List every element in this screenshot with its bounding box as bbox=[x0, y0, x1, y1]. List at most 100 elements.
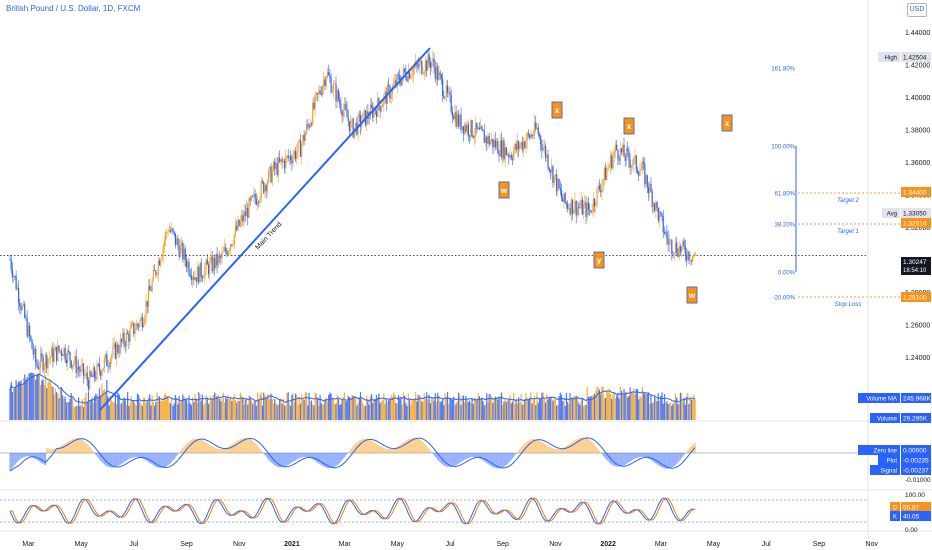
macd-histogram-bar bbox=[182, 447, 184, 453]
volume-bar bbox=[494, 396, 496, 420]
macd-histogram-bar bbox=[315, 453, 317, 462]
macd-histogram-bar bbox=[157, 453, 159, 468]
badge-value: 40.05 bbox=[903, 514, 920, 521]
volume-bar bbox=[552, 400, 554, 420]
candle-body bbox=[297, 142, 299, 153]
macd-histogram-bar bbox=[415, 437, 417, 453]
volume-bar bbox=[277, 404, 280, 420]
candle-body bbox=[330, 78, 332, 93]
macd-histogram-bar bbox=[67, 441, 69, 453]
candle-body bbox=[38, 367, 41, 370]
macd-histogram-bar bbox=[215, 448, 217, 453]
macd-histogram-bar bbox=[676, 453, 678, 464]
candle-body bbox=[603, 167, 606, 180]
macd-histogram-bar bbox=[223, 448, 226, 453]
macd-histogram-bar bbox=[120, 453, 123, 464]
macd-histogram-bar bbox=[152, 453, 154, 466]
volume-bar bbox=[35, 379, 37, 420]
candle-body bbox=[253, 193, 255, 197]
candle-body bbox=[654, 203, 656, 211]
candle-body bbox=[509, 155, 511, 158]
candle-body bbox=[390, 94, 392, 99]
volume-bar bbox=[544, 402, 547, 420]
fibonacci-levels: 161.80%100.00%61.80%Target 238.20%Target… bbox=[0, 67, 900, 308]
candle-body bbox=[434, 67, 436, 80]
macd-histogram-bar bbox=[269, 453, 271, 462]
macd-signal-line bbox=[9, 437, 696, 472]
candle-body bbox=[25, 317, 27, 319]
candle-body bbox=[560, 190, 563, 198]
volume-bar bbox=[630, 391, 632, 420]
volume-bar bbox=[607, 392, 609, 420]
candle-body bbox=[437, 66, 439, 81]
badge-label-bg bbox=[890, 502, 900, 512]
volume-bar bbox=[537, 402, 539, 420]
macd-histogram-bar bbox=[454, 453, 456, 466]
macd-histogram-bar bbox=[363, 438, 365, 453]
volume-bar bbox=[667, 403, 669, 420]
macd-histogram-bar bbox=[548, 446, 550, 453]
volume-bar bbox=[46, 388, 48, 420]
macd-histogram-bar bbox=[608, 453, 610, 463]
candle-body bbox=[118, 351, 120, 353]
candle-body bbox=[62, 354, 64, 356]
volume-bar bbox=[62, 395, 64, 420]
volume-bar bbox=[666, 401, 668, 420]
volume-bar bbox=[177, 404, 179, 420]
macd-histogram-bar bbox=[276, 453, 278, 467]
volume-bar bbox=[165, 393, 167, 420]
candle-body bbox=[668, 241, 670, 245]
volume-bar bbox=[288, 403, 291, 420]
macd-histogram-bar bbox=[470, 453, 472, 458]
candle-body bbox=[568, 208, 570, 209]
badge-label-bg bbox=[870, 465, 900, 475]
candle-body bbox=[673, 253, 675, 255]
volume-bar bbox=[575, 395, 577, 420]
price-tick-label: 1.40000 bbox=[905, 95, 930, 102]
macd-histogram-bar bbox=[494, 453, 496, 468]
volume-bar bbox=[87, 392, 90, 420]
macd-histogram-bar bbox=[206, 443, 208, 453]
volume-bar bbox=[661, 392, 663, 420]
macd-histogram-bar bbox=[352, 446, 354, 453]
macd-histogram-bar bbox=[107, 453, 109, 467]
volume-bar bbox=[663, 394, 666, 420]
volume-bar bbox=[390, 394, 392, 420]
volume-bar bbox=[408, 399, 411, 420]
currency-badge[interactable]: USD bbox=[907, 3, 927, 17]
macd-histogram-bar bbox=[347, 452, 349, 453]
candle-body bbox=[556, 174, 558, 192]
volume-bar bbox=[558, 396, 560, 420]
macd-histogram-bar bbox=[582, 437, 585, 453]
macd-histogram-bar bbox=[486, 453, 488, 464]
candle-body bbox=[510, 155, 512, 159]
macd-histogram-bar bbox=[89, 446, 91, 453]
volume-bar bbox=[547, 399, 549, 420]
macd-histogram-bar bbox=[73, 438, 75, 453]
candle-body bbox=[188, 261, 190, 274]
candle-body bbox=[449, 92, 451, 95]
macd-histogram-bar bbox=[472, 453, 474, 457]
candle-body bbox=[216, 253, 218, 266]
volume-bar bbox=[477, 393, 479, 420]
time-axis[interactable]: Mar May Jul Sep Nov 2021 Mar May Jul Sep Nov 2022 Ma… bbox=[22, 541, 878, 548]
volume-bar bbox=[84, 397, 86, 420]
candle-body bbox=[444, 97, 446, 99]
candle-body bbox=[650, 184, 652, 192]
macd-histogram-bar bbox=[323, 453, 325, 467]
candle-body bbox=[524, 141, 526, 148]
candle-body bbox=[477, 127, 479, 130]
volume-bar bbox=[554, 397, 556, 420]
candle-body bbox=[679, 246, 681, 252]
candle-body bbox=[315, 92, 317, 96]
macd-histogram-bar bbox=[628, 453, 630, 463]
candle-body bbox=[611, 155, 613, 169]
candle-body bbox=[359, 115, 362, 127]
volume-bar bbox=[97, 396, 99, 420]
macd-histogram-bar bbox=[671, 453, 673, 468]
volume-bar bbox=[562, 401, 564, 420]
macd-histogram-bar bbox=[112, 453, 114, 468]
volume-bar bbox=[589, 396, 591, 420]
macd-histogram-bar bbox=[584, 437, 586, 453]
